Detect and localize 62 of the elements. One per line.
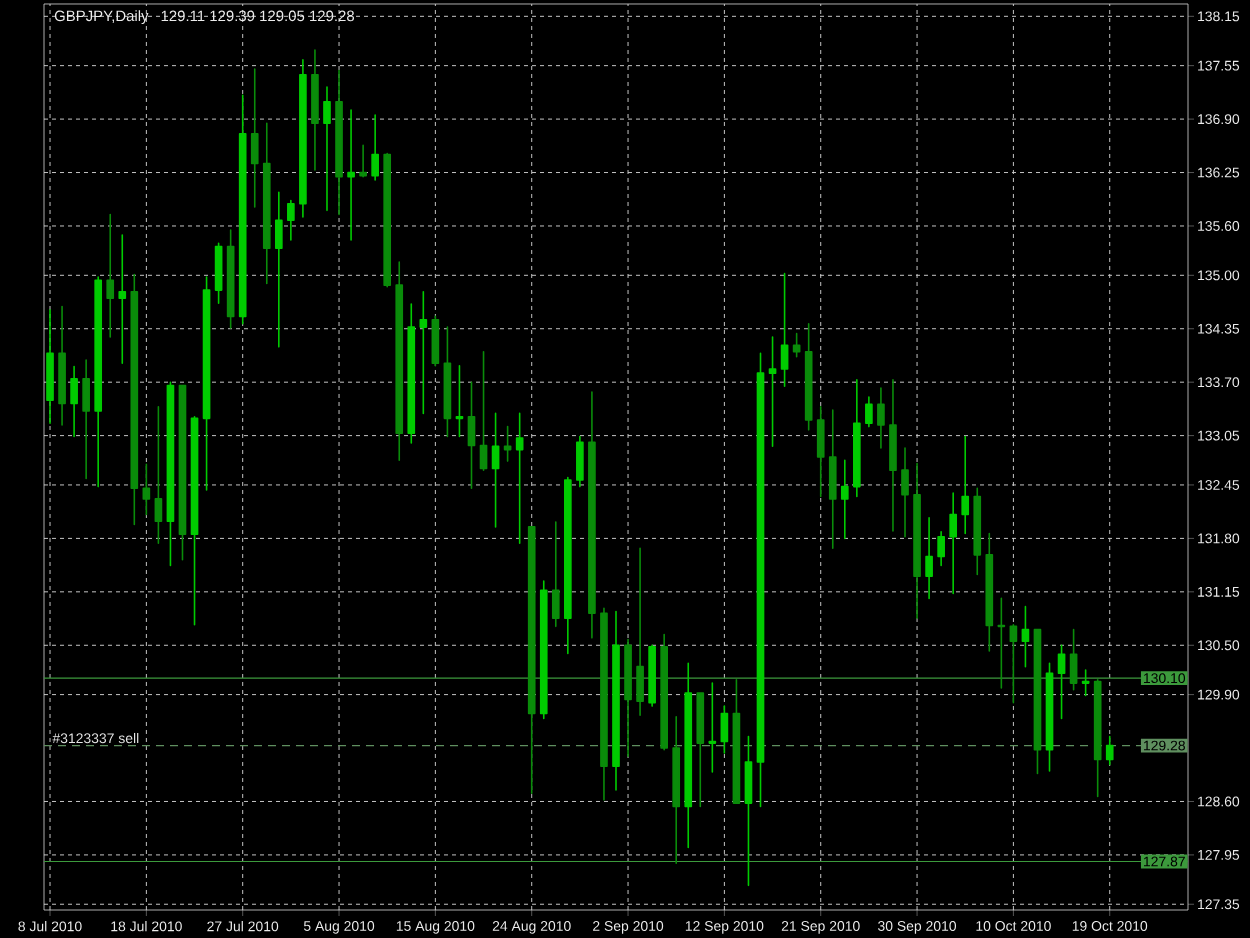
candlestick [648, 644, 656, 707]
candlestick [214, 242, 223, 305]
candlestick [925, 517, 933, 600]
candlestick [58, 305, 66, 426]
candlestick [1033, 628, 1042, 775]
candlestick [527, 526, 536, 795]
candlestick [889, 378, 897, 532]
candlestick [660, 633, 668, 751]
candlestick [877, 387, 885, 449]
candlestick [371, 114, 379, 181]
candlestick [792, 332, 801, 358]
candlestick [828, 409, 837, 550]
candlestick [684, 662, 693, 849]
candlestick [70, 365, 78, 438]
candlestick [612, 610, 620, 791]
candlestick [576, 435, 584, 488]
candlestick [1105, 735, 1114, 766]
candlestick [600, 607, 608, 801]
candlestick [756, 352, 765, 808]
candlestick [335, 69, 343, 216]
candlestick [250, 68, 259, 208]
candlestick [985, 532, 994, 652]
candlestick [1093, 679, 1102, 798]
candlestick [94, 276, 103, 488]
candlestick [299, 59, 307, 218]
candlestick [949, 492, 958, 595]
candlestick [395, 261, 404, 462]
candlestick [672, 716, 681, 864]
candlestick [840, 459, 849, 540]
candlestick [46, 309, 54, 425]
candlestick [913, 462, 921, 619]
candlestick [804, 323, 813, 431]
candlestick [564, 476, 572, 655]
candlestick [82, 359, 90, 480]
candlestick [901, 447, 909, 538]
candlestick [359, 144, 367, 178]
candlestick [323, 86, 331, 212]
candlestick [624, 638, 632, 758]
candlestick [588, 391, 596, 639]
candlestick [178, 384, 187, 561]
candlestick [407, 303, 416, 444]
candlestick [431, 315, 440, 367]
candlestick [118, 234, 127, 365]
candlestick [311, 49, 319, 171]
candlestick [274, 191, 283, 348]
candlestick [853, 378, 861, 498]
candlestick [539, 580, 548, 720]
candlestick [287, 199, 295, 241]
candlestick [816, 406, 825, 498]
candlestick [262, 122, 271, 285]
candlestick [937, 531, 945, 567]
candlestick [973, 487, 982, 576]
candlestick [130, 273, 139, 526]
candlestick [383, 152, 392, 288]
candlestick [106, 213, 115, 338]
candlestick [347, 109, 355, 241]
candlestick [865, 396, 873, 428]
candlestick [961, 435, 970, 535]
candlestick [696, 692, 705, 808]
candlestick [238, 94, 247, 325]
candlestick [551, 521, 560, 628]
candlestick [636, 547, 644, 716]
